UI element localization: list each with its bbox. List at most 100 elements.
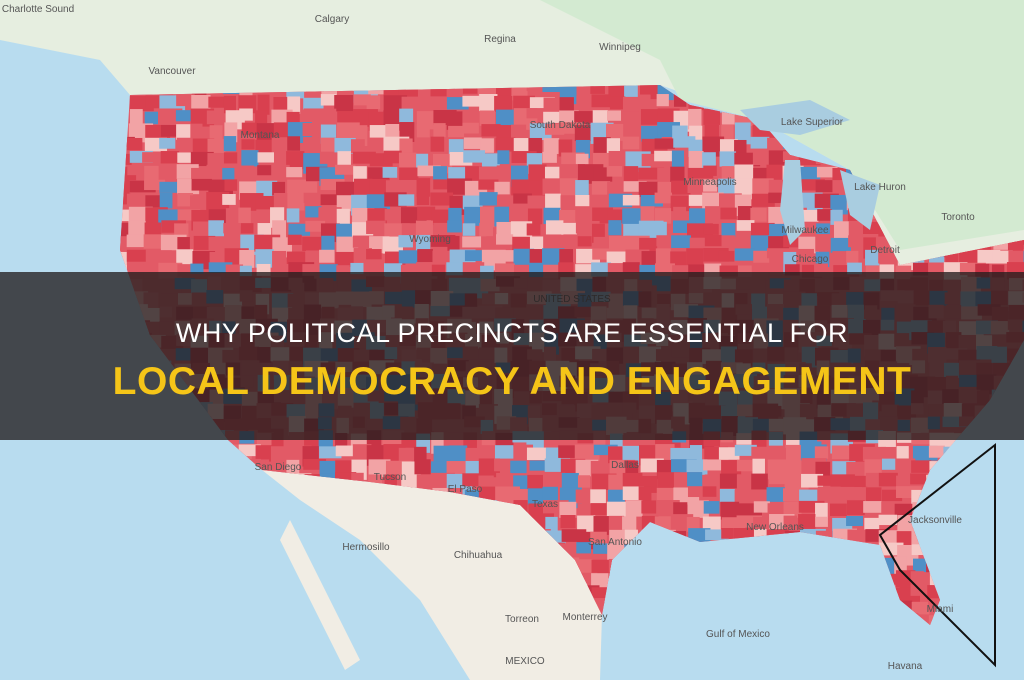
precinct (494, 445, 514, 462)
precinct (576, 572, 598, 583)
precinct (558, 122, 584, 134)
precinct (462, 473, 480, 487)
precinct (238, 207, 251, 227)
precinct (542, 248, 565, 265)
precinct (703, 179, 718, 192)
precinct (799, 489, 818, 503)
precinct (592, 110, 608, 124)
precinct (431, 209, 452, 226)
precinct (544, 234, 562, 245)
precinct (576, 85, 594, 92)
title-banner: WHY POLITICAL PRECINCTS ARE ESSENTIAL FO… (0, 272, 1024, 440)
precinct (335, 181, 357, 198)
map-label: Jacksonville (908, 515, 962, 526)
precinct (846, 487, 863, 500)
precinct (638, 486, 652, 504)
precinct (255, 445, 276, 462)
precinct (305, 220, 326, 232)
precinct (608, 220, 622, 236)
precinct (895, 486, 922, 499)
precinct (752, 458, 765, 477)
precinct (446, 111, 463, 130)
precinct (609, 529, 629, 545)
precinct (177, 209, 201, 221)
precinct (448, 125, 465, 138)
map-label: Milwaukee (781, 225, 829, 236)
precinct (478, 179, 499, 190)
precinct (335, 164, 356, 175)
map-label: Lake Huron (854, 182, 906, 193)
precinct (127, 264, 151, 275)
precinct (881, 458, 904, 470)
precinct (673, 136, 696, 148)
title-line2: LOCAL DEMOCRACY AND ENGAGEMENT (112, 360, 912, 403)
precinct (575, 194, 590, 207)
precinct (881, 489, 903, 502)
precinct (640, 194, 663, 207)
precinct (817, 475, 836, 486)
precinct (510, 460, 527, 474)
precinct (176, 94, 195, 107)
precinct (416, 124, 430, 138)
map-label: Texas (532, 499, 558, 510)
precinct (591, 181, 611, 199)
precinct (128, 220, 146, 239)
precinct (895, 458, 916, 475)
precinct (753, 501, 770, 513)
precinct (512, 489, 531, 504)
precinct (430, 192, 454, 206)
precinct (384, 209, 400, 221)
precinct (462, 122, 479, 134)
precinct (479, 110, 496, 126)
map-label: Monterrey (562, 612, 607, 623)
precinct (382, 236, 403, 254)
precinct (350, 139, 365, 154)
precinct (671, 150, 685, 171)
inset-lines (878, 442, 996, 668)
precinct (255, 249, 274, 268)
precinct (702, 486, 717, 497)
precinct (159, 137, 176, 149)
precinct (736, 515, 763, 528)
precinct (416, 178, 431, 197)
precinct (592, 207, 613, 224)
precinct (670, 447, 692, 461)
precinct (478, 475, 494, 489)
precinct (846, 500, 865, 516)
precinct (286, 208, 300, 223)
precinct (719, 139, 738, 155)
precinct (750, 136, 770, 149)
precinct (494, 206, 510, 227)
precinct (287, 192, 305, 211)
precinct (398, 235, 413, 248)
precinct (208, 96, 228, 108)
precinct (433, 123, 446, 138)
lake-superior (740, 100, 850, 135)
precinct (575, 207, 596, 222)
precinct (846, 475, 868, 488)
precinct (480, 138, 494, 153)
precinct (560, 222, 578, 235)
precinct (305, 206, 322, 218)
precinct (481, 124, 501, 137)
precinct (673, 502, 688, 518)
map-label: Dallas (611, 460, 639, 471)
precinct (831, 445, 855, 460)
map-label: El Paso (448, 484, 483, 495)
precinct (303, 97, 324, 110)
precinct (302, 264, 327, 276)
map-label: Chihuahua (454, 550, 503, 561)
precinct (734, 164, 754, 182)
map-label: Lake Superior (781, 117, 844, 128)
precinct (350, 262, 364, 275)
precinct (495, 137, 516, 152)
precinct (286, 459, 300, 475)
precinct (623, 181, 647, 192)
precinct (593, 543, 611, 554)
precinct (753, 250, 770, 263)
precinct (574, 111, 594, 124)
precinct (369, 125, 388, 142)
precinct (144, 179, 166, 191)
precinct (734, 122, 751, 145)
